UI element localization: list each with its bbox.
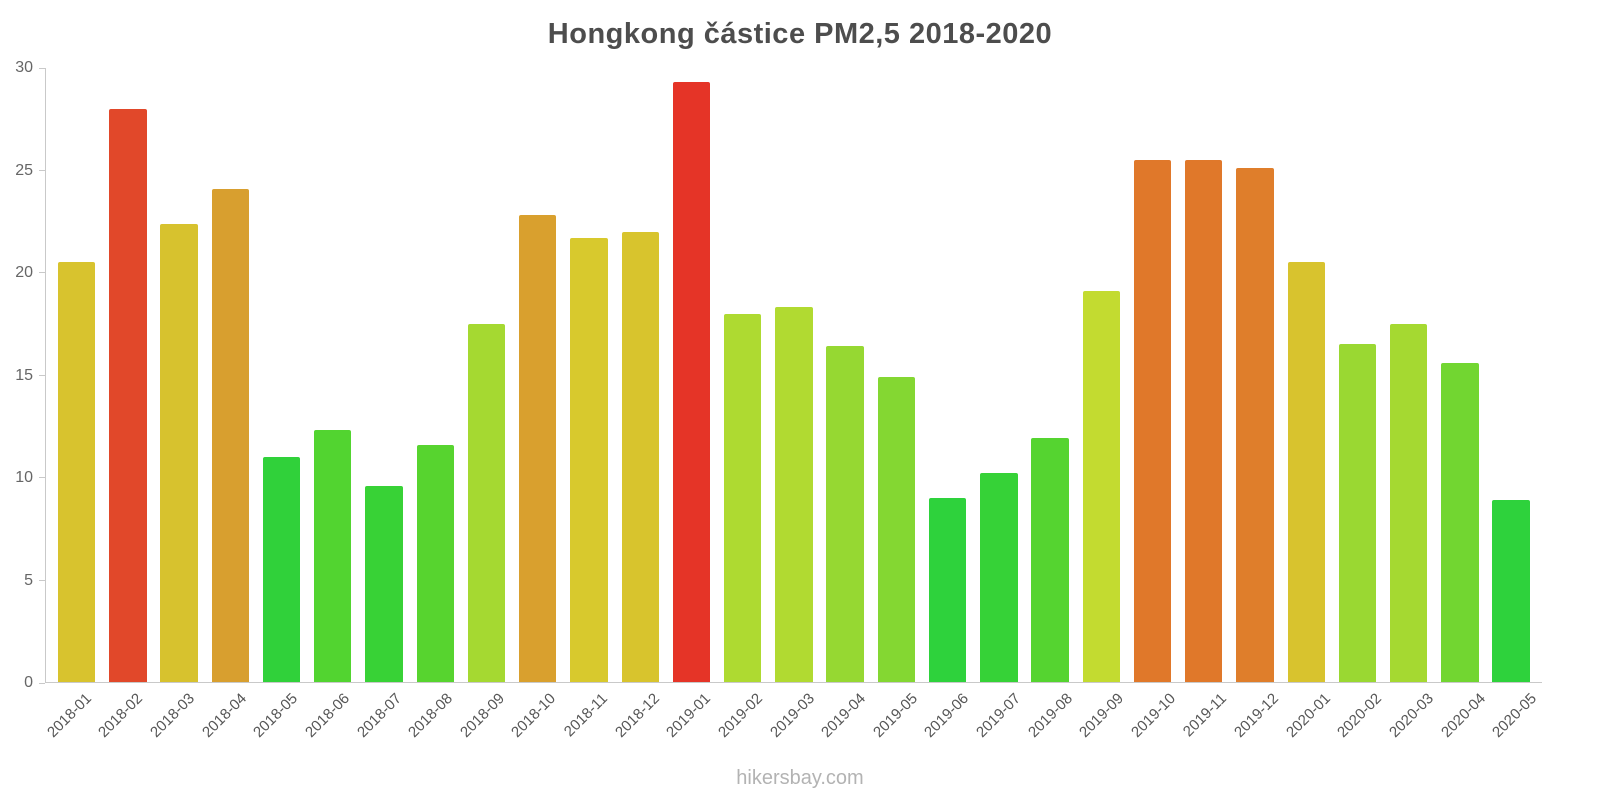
y-axis: 0 5 10 15 20 25 30: [0, 59, 45, 691]
plot-area: [45, 68, 1542, 683]
bar-slot: [512, 68, 563, 682]
bar: [980, 473, 1018, 682]
bar: [723, 313, 762, 682]
bar: [1082, 291, 1120, 682]
y-tick-mark: [39, 375, 45, 376]
bar-slot: [615, 68, 666, 682]
bar-slot: [973, 68, 1024, 682]
bar: [1390, 323, 1428, 682]
bar: [1031, 438, 1069, 682]
bar-slot: [410, 68, 461, 682]
y-tick-mark: [39, 272, 45, 274]
bar: [57, 262, 96, 682]
bar: [1338, 344, 1377, 682]
bar-slot: [1486, 68, 1537, 682]
bar: [467, 323, 506, 682]
bar: [570, 237, 608, 682]
bar: [211, 188, 250, 682]
bar: [1133, 160, 1172, 682]
y-tick-mark: [39, 580, 45, 581]
bar: [365, 485, 403, 682]
bar-slot: [717, 68, 768, 682]
y-tick-mark: [39, 682, 45, 684]
bar-slot: [1127, 68, 1178, 682]
bar-slot: [256, 68, 307, 682]
bar-slot: [461, 68, 512, 682]
bar-slot: [768, 68, 819, 682]
bar-slot: [51, 68, 102, 682]
y-tick-mark: [39, 477, 45, 479]
bar-slot: [1178, 68, 1229, 682]
bar-slot: [871, 68, 922, 682]
chart-title: Hongkong částice PM2,5 2018-2020: [547, 18, 1053, 50]
bar-slot: [102, 68, 153, 682]
bar-slot: [1434, 68, 1485, 682]
bar-slot: [1332, 68, 1383, 682]
y-tick-label: 15: [15, 366, 33, 384]
bar-slot: [1229, 68, 1280, 682]
bar-slot: [1383, 68, 1434, 682]
bar: [1287, 262, 1325, 682]
bar-slot: [666, 68, 717, 682]
bars-container: [46, 68, 1542, 682]
bar-slot: [1076, 68, 1127, 682]
bar: [314, 430, 352, 682]
bar: [1492, 499, 1530, 682]
bar-slot: [563, 68, 614, 682]
bar: [262, 456, 301, 682]
bar: [826, 346, 864, 682]
y-tick-label: 20: [15, 264, 33, 281]
bar-slot: [922, 68, 973, 682]
bar-slot: [820, 68, 871, 682]
bar: [621, 231, 659, 682]
y-tick-mark: [39, 169, 45, 171]
y-tick-label: 30: [15, 59, 33, 76]
bar: [416, 444, 454, 682]
bar: [160, 223, 198, 682]
y-tick-label: 5: [24, 571, 33, 589]
bar: [1441, 362, 1479, 682]
bar-slot: [358, 68, 409, 682]
bar: [109, 108, 147, 682]
bar: [1236, 168, 1274, 682]
bar: [877, 377, 916, 682]
y-tick-label: 10: [15, 469, 33, 486]
bar-slot: [205, 68, 256, 682]
y-tick-label: 0: [24, 674, 33, 691]
bar-slot: [1281, 68, 1332, 682]
bar-slot: [307, 68, 358, 682]
bar: [672, 82, 711, 682]
bar: [1185, 160, 1223, 682]
footer-link[interactable]: hikersbay.com: [736, 767, 864, 789]
bar: [928, 497, 967, 682]
y-tick-label: 25: [15, 161, 33, 179]
bar: [775, 307, 813, 682]
bar-slot: [1024, 68, 1075, 682]
y-tick-mark: [39, 67, 45, 69]
bar-slot: [153, 68, 204, 682]
bar: [519, 215, 557, 682]
